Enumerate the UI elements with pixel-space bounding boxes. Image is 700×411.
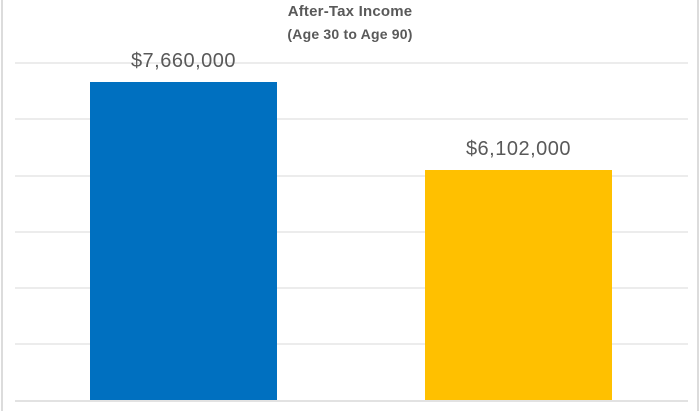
chart-subtitle: (Age 30 to Age 90) — [287, 26, 413, 42]
bar-value-label-gold: $6,102,000 — [465, 137, 572, 160]
bar-after-tax-income-blue — [90, 82, 277, 401]
chart-title: After-Tax Income — [287, 3, 413, 20]
x-axis-line — [15, 399, 688, 402]
gridline — [15, 343, 688, 346]
gridline — [15, 62, 688, 65]
chart-area-left-border — [1, 0, 3, 411]
chart-title-block: After-Tax Income (Age 30 to Age 90) — [0, 3, 700, 42]
gridline — [15, 230, 688, 233]
gridline — [15, 287, 688, 290]
chart-area-right-border — [697, 0, 699, 411]
bar-after-tax-income-gold — [425, 169, 612, 401]
gridline — [15, 174, 688, 177]
bar-value-label-blue: $7,660,000 — [130, 50, 237, 73]
gridline — [15, 118, 688, 121]
